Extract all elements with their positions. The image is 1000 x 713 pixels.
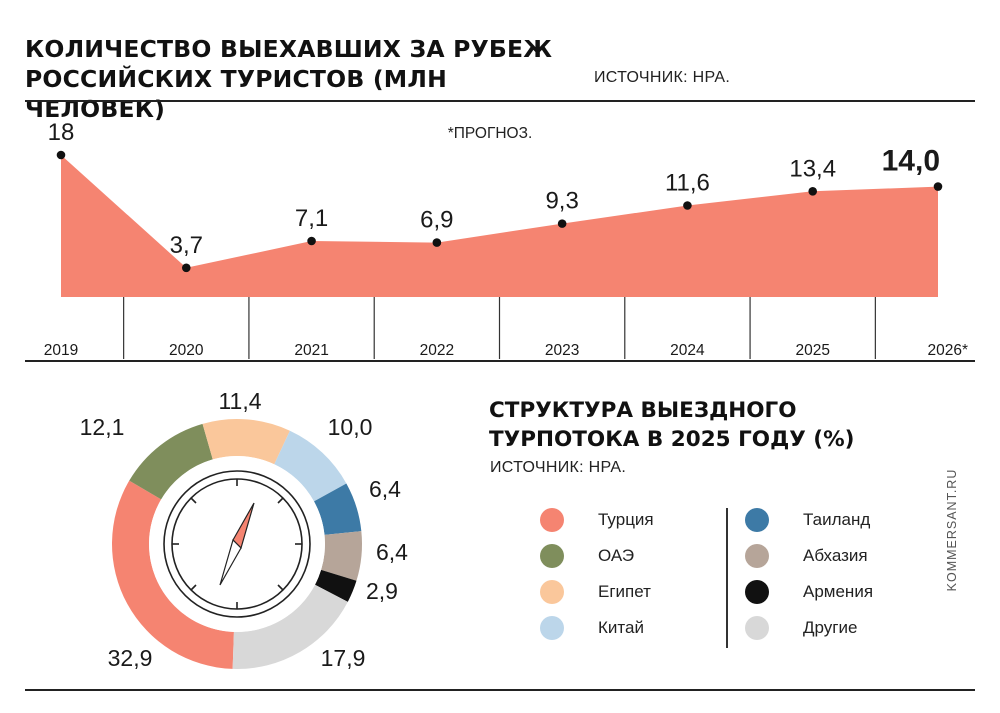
legend-label: Египет: [598, 582, 651, 601]
legend-swatch: [540, 616, 564, 640]
legend-label: Другие: [803, 618, 858, 637]
slice-1: [111, 480, 234, 669]
data-label: 7,1: [295, 205, 328, 232]
legend-item-armenia: Армения: [745, 580, 873, 604]
data-point: [808, 186, 818, 196]
slice-6: [321, 531, 363, 581]
legend-label: Абхазия: [803, 546, 868, 565]
slice-5: [313, 483, 362, 535]
x-tick-label: 2019: [44, 342, 78, 359]
legend-label: Китай: [598, 618, 644, 637]
data-point: [432, 238, 442, 247]
slice-3: [202, 419, 290, 465]
data-label: 9,3: [545, 188, 578, 215]
compass-icon: [149, 456, 325, 632]
legend-swatch: [540, 508, 564, 532]
chart-source: ИСТОЧНИК: НРА.: [594, 69, 731, 86]
legend-swatch: [540, 580, 564, 604]
structure-title: СТРУКТУРА ВЫЕЗДНОГО ТУРПОТОКА В 2025 ГОД…: [489, 398, 855, 452]
x-tick-label: 2023: [545, 342, 579, 359]
legend-label: Таиланд: [803, 510, 871, 529]
slice-label: 12,1: [80, 414, 125, 440]
legend-item-turkey: Турция: [540, 508, 654, 532]
chart-title: КОЛИЧЕСТВО ВЫЕХАВШИХ ЗА РУБЕЖ РОССИЙСКИХ…: [25, 35, 553, 123]
legend-swatch: [745, 616, 769, 640]
forecast-note: *ПРОГНОЗ.: [448, 125, 533, 142]
compass-needle-south: [219, 538, 242, 586]
legend-swatch: [540, 544, 564, 568]
data-label: 6,9: [420, 207, 453, 234]
slice-label: 2,9: [366, 578, 398, 604]
x-tick-label: 2020: [169, 342, 204, 359]
data-point: [683, 201, 692, 210]
donut-chart: 32,9 12,1 11,4 10,0 6,4 6,4 2,9 17,9: [80, 388, 409, 671]
legend-swatch: [745, 508, 769, 532]
legend-label: ОАЭ: [598, 546, 635, 565]
legend-divider: [726, 508, 728, 648]
legend-label: Турция: [598, 510, 654, 529]
data-point: [933, 182, 943, 191]
x-tick-label: 2026*: [927, 342, 968, 359]
x-tick-label: 2022: [420, 342, 454, 359]
legend-item-abkhazia: Абхазия: [745, 544, 868, 568]
data-point: [56, 150, 66, 160]
middle-divider: [25, 360, 975, 362]
data-point: [557, 219, 567, 228]
slice-label: 10,0: [328, 414, 373, 440]
x-tick-label: 2024: [670, 342, 705, 359]
top-divider: [25, 100, 975, 102]
slice-label: 17,9: [321, 645, 366, 671]
legend-item-other: Другие: [745, 616, 857, 640]
slice-label: 11,4: [218, 388, 261, 414]
slice-2: [129, 423, 213, 500]
legend-swatch: [745, 580, 769, 604]
data-label: 11,6: [665, 169, 710, 196]
bottom-divider: [25, 689, 975, 691]
data-label: 18: [48, 119, 75, 146]
area-chart: 18 3,7 7,1 6,9 9,3 11,6 13,4 14,0 2019 2020 2021 2…: [44, 119, 968, 359]
brand-watermark: KOMMERSANT.RU: [945, 468, 959, 592]
structure-source: ИСТОЧНИК: НРА.: [490, 459, 627, 476]
slice-4: [274, 430, 347, 502]
legend-swatch: [745, 544, 769, 568]
legend-item-uae: ОАЭ: [540, 544, 634, 568]
slice-8: [232, 584, 348, 669]
legend-item-thailand: Таиланд: [745, 508, 870, 532]
data-point: [307, 236, 316, 246]
x-tick-label: 2025: [795, 342, 829, 359]
data-label: 3,7: [170, 232, 203, 259]
data-point: [181, 263, 191, 273]
legend-label: Армения: [803, 582, 874, 601]
data-label: 14,0: [882, 145, 940, 178]
x-tick-label: 2021: [294, 342, 328, 359]
area-series: [61, 155, 938, 297]
slice-label: 6,4: [369, 476, 401, 502]
data-label: 13,4: [789, 155, 836, 182]
slice-7: [315, 569, 357, 602]
legend-item-china: Китай: [540, 616, 644, 640]
legend-item-egypt: Египет: [540, 580, 651, 604]
slice-label: 32,9: [108, 645, 153, 671]
slice-label: 6,4: [376, 539, 408, 565]
